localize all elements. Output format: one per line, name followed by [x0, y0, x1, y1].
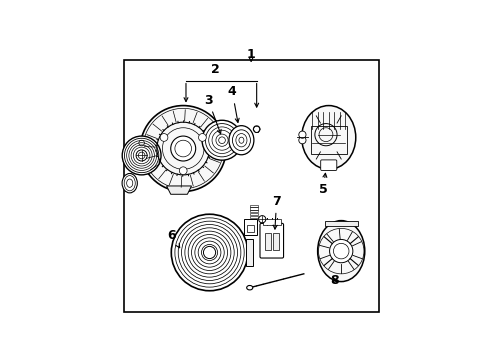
Circle shape [299, 136, 306, 144]
Ellipse shape [318, 221, 365, 282]
Bar [273, 233, 279, 250]
Bar [250, 210, 258, 212]
Ellipse shape [122, 174, 137, 193]
Ellipse shape [229, 126, 254, 155]
Circle shape [202, 120, 242, 160]
FancyBboxPatch shape [320, 160, 337, 170]
Bar [250, 216, 258, 218]
Circle shape [140, 105, 226, 192]
Bar [250, 213, 258, 215]
Text: 6: 6 [167, 229, 180, 248]
Circle shape [179, 167, 187, 175]
Circle shape [259, 216, 266, 223]
Circle shape [171, 136, 196, 161]
Ellipse shape [246, 285, 253, 290]
Circle shape [203, 246, 216, 258]
Text: 5: 5 [319, 173, 328, 196]
Circle shape [136, 150, 147, 161]
Bar [263, 219, 281, 225]
Text: 4: 4 [228, 85, 239, 122]
Circle shape [172, 214, 248, 291]
Bar [250, 207, 258, 210]
Polygon shape [245, 239, 252, 266]
Circle shape [160, 134, 168, 141]
Circle shape [122, 136, 161, 175]
Bar [265, 233, 270, 250]
Circle shape [253, 126, 260, 132]
Bar [250, 204, 258, 207]
Text: 1: 1 [247, 48, 255, 61]
Circle shape [299, 131, 306, 138]
Polygon shape [167, 186, 192, 194]
Bar [247, 225, 254, 232]
Bar [324, 221, 358, 226]
FancyBboxPatch shape [245, 219, 257, 235]
Circle shape [136, 137, 147, 149]
Ellipse shape [302, 105, 356, 169]
FancyBboxPatch shape [260, 223, 284, 258]
Text: 8: 8 [331, 274, 339, 287]
Text: 7: 7 [272, 195, 281, 229]
Text: 2: 2 [211, 63, 220, 76]
Circle shape [330, 239, 353, 263]
Bar [311, 126, 347, 154]
Text: 3: 3 [204, 94, 221, 134]
Circle shape [198, 134, 206, 141]
